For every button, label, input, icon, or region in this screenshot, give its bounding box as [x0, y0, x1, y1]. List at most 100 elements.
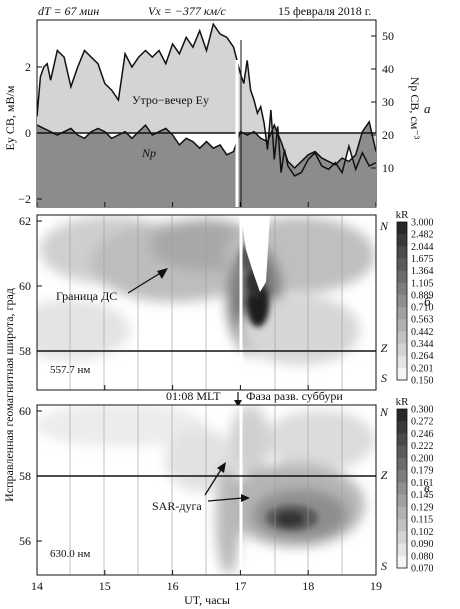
colorbar-band	[397, 355, 407, 369]
ey-fill-area	[37, 24, 376, 176]
side-label-n: N	[379, 219, 389, 233]
np-line	[37, 119, 376, 170]
colorbar-tick-label: 0.080	[411, 551, 434, 562]
colorbar-tick-label: 0.442	[411, 327, 434, 338]
ds-boundary-arrowhead	[157, 268, 168, 279]
vx-label: Vx = −377 км/с	[148, 4, 226, 18]
ds-boundary-label: Граница ДС	[56, 289, 117, 303]
panel-a-letter: а	[424, 101, 431, 116]
wavelength-630-label: 630.0 нм	[50, 548, 90, 560]
colorbar-band	[397, 506, 407, 520]
sar-arrow-upper	[204, 467, 223, 496]
colorbar-tick-label: 1.364	[411, 266, 434, 277]
colorbar-frame	[396, 221, 408, 381]
y-tick-label: 60	[19, 279, 31, 293]
colorbar-tick-label: 0.300	[411, 405, 434, 416]
ey-series-label: Утро−вечер Ey	[132, 93, 209, 107]
onset-arrowhead	[234, 400, 242, 407]
colorbar-unit: kR	[396, 396, 410, 408]
colorbar-tick-label: 1.105	[411, 278, 434, 289]
right-tick-label: 50	[382, 29, 394, 43]
colorbar-band	[397, 543, 407, 557]
colorbar-band	[397, 519, 407, 532]
colorbar-tick-label: 0.145	[411, 490, 434, 501]
colorbar-tick-label: 0.161	[411, 478, 434, 489]
colorbar-tick-label: 0.222	[411, 441, 434, 452]
colorbar-tick-label: 0.272	[411, 417, 434, 428]
left-tick-label: −2	[18, 192, 31, 206]
left-tick-label: 2	[25, 60, 31, 74]
sar-arrow-lower	[207, 497, 244, 502]
colorbar-tick-label: 0.129	[411, 502, 434, 513]
colorbar-tick-label: 0.150	[411, 376, 434, 387]
colorbar-tick-label: 0.710	[411, 303, 434, 314]
colorbar-band	[397, 270, 407, 284]
right-tick-label: 30	[382, 95, 394, 109]
colorbar-tick-label: 0.246	[411, 429, 434, 440]
colorbar-band	[397, 409, 407, 422]
colorbar-band	[397, 421, 407, 434]
colorbar-band	[397, 445, 407, 459]
colorbar-band	[397, 307, 407, 320]
side-label-z: Z	[381, 341, 388, 355]
colorbar-band	[397, 457, 407, 471]
y-tick-label: 60	[19, 404, 31, 418]
colorbar-tick-label: 2.044	[411, 242, 434, 253]
panel-a-left-ylabel: Ey СВ, мВ/м	[3, 85, 17, 150]
x-tick-label: 18	[302, 579, 314, 593]
np-fill-area	[37, 121, 376, 207]
colorbar-tick-label: 0.090	[411, 539, 434, 550]
colorbar-tick-label: 0.264	[411, 351, 434, 362]
colorbar-tick-label: 2.482	[411, 230, 434, 241]
colorbar-band	[397, 282, 407, 296]
colorbar-tick-label: 1.675	[411, 254, 434, 265]
colorbar-band	[397, 246, 407, 259]
y-tick-label: 58	[19, 469, 31, 483]
colorbar-band	[397, 258, 407, 272]
shared-xlabel: UT, часы	[184, 593, 230, 607]
panel-a-right-ylabel: Np СВ, см⁻³	[408, 77, 422, 140]
side-label-s: S	[381, 371, 387, 385]
panel-b-axes: 62 60 58	[19, 214, 377, 390]
x-tick-label: 15	[99, 579, 111, 593]
colorbar-band	[397, 222, 407, 235]
colorbar-frame	[396, 408, 408, 569]
sar-arrowhead-upper	[217, 462, 226, 473]
mlt-label: 01:08 MLT	[166, 389, 221, 403]
colorbar-tick-label: 0.889	[411, 290, 434, 301]
right-tick-label: 20	[382, 128, 394, 142]
colorbar-band	[397, 331, 407, 345]
panel-c-letter: в	[424, 480, 430, 495]
colorbar-band	[397, 531, 407, 545]
colorbar-tick-label: 0.115	[411, 515, 433, 526]
date-label: 15 февраля 2018 г.	[278, 4, 371, 18]
dt-label: dT = 67 мин	[38, 4, 99, 18]
colorbar-tick-label: 0.563	[411, 315, 434, 326]
x-tick-label: 14	[31, 579, 43, 593]
sar-arrowhead-lower	[241, 494, 250, 502]
saturated-region	[241, 215, 270, 292]
colorbar-tick-label: 0.344	[411, 339, 434, 350]
left-tick-label: 0	[25, 126, 31, 140]
colorbar-tick-label: 0.201	[411, 363, 434, 374]
x-tick-label: 19	[370, 579, 382, 593]
colorbar-band	[397, 294, 407, 308]
np-series-label: Np	[141, 146, 156, 160]
panel-b: 557.7 нм Граница ДС 62 60 58 3.0002.4822.0…	[19, 209, 434, 391]
keogram-630	[37, 405, 376, 575]
colorbar-band	[397, 234, 407, 247]
right-tick-label: 10	[382, 161, 394, 175]
panel-c: 630.0 нм SAR-дуга 60 58 56 14 15 16 17 18 19 0.3…	[19, 396, 434, 593]
colorbar-tick-label: 0.070	[411, 564, 434, 575]
panel-b-letter: б	[424, 294, 431, 309]
keogram-557	[37, 215, 376, 390]
colorbar-band	[397, 482, 407, 496]
side-label-s: S	[381, 559, 387, 573]
colorbar-tick-label: 0.179	[411, 466, 434, 477]
panel-c-frame	[36, 404, 377, 576]
panel-b-frame	[36, 214, 377, 391]
